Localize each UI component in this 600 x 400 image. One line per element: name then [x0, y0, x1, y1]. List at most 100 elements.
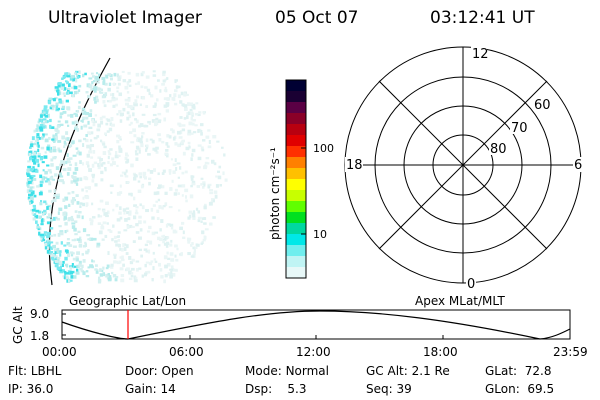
emission-speck — [54, 88, 57, 92]
emission-speck — [48, 181, 52, 186]
emission-speck — [79, 177, 83, 182]
emission-speck — [108, 152, 112, 156]
emission-speck — [107, 273, 110, 276]
emission-speck — [162, 70, 166, 74]
emission-speck — [57, 179, 62, 182]
emission-speck — [77, 150, 80, 153]
emission-speck — [112, 208, 115, 212]
emission-speck — [43, 124, 46, 129]
emission-speck — [78, 101, 81, 104]
emission-speck — [211, 159, 215, 164]
emission-speck — [39, 123, 44, 128]
emission-speck — [213, 190, 218, 194]
emission-speck — [78, 151, 82, 156]
emission-speck — [124, 85, 129, 90]
emission-speck — [177, 130, 181, 135]
emission-speck — [92, 123, 96, 127]
emission-speck — [114, 154, 119, 159]
emission-speck — [129, 272, 134, 275]
emission-speck — [81, 264, 84, 269]
emission-speck — [68, 244, 73, 247]
emission-speck — [28, 198, 31, 202]
emission-speck — [91, 81, 94, 85]
emission-speck — [57, 211, 60, 215]
emission-speck — [44, 114, 48, 118]
emission-speck — [109, 163, 113, 167]
emission-speck — [148, 225, 152, 230]
emission-speck — [57, 91, 60, 96]
emission-speck — [63, 140, 66, 145]
emission-speck — [186, 112, 189, 116]
colorbar-label-10: 10 — [313, 228, 327, 241]
emission-speck — [200, 130, 203, 133]
clock-label-18: 18 — [346, 158, 363, 173]
emission-speck — [81, 215, 84, 220]
emission-speck — [133, 102, 136, 105]
emission-speck — [185, 199, 188, 203]
emission-speck — [64, 263, 68, 267]
emission-speck — [105, 273, 109, 278]
emission-speck — [29, 156, 32, 161]
emission-speck — [92, 216, 96, 219]
altitude-timeline: Geographic Lat/Lon Apex MLat/MLT 9.0 1.8… — [11, 294, 571, 344]
emission-speck — [71, 218, 74, 222]
emission-speck — [139, 141, 143, 144]
emission-speck — [79, 267, 83, 271]
emission-speck — [207, 145, 212, 149]
emission-speck — [43, 200, 47, 204]
emission-speck — [56, 247, 60, 252]
emission-speck — [128, 213, 132, 216]
label-bg-0 — [466, 276, 476, 290]
emission-speck — [200, 242, 204, 245]
emission-speck — [32, 152, 36, 156]
emission-speck — [58, 82, 62, 86]
emission-speck — [55, 241, 59, 245]
emission-speck — [101, 141, 106, 144]
emission-speck — [157, 198, 161, 202]
emission-speck — [164, 264, 168, 269]
emission-speck — [39, 174, 43, 179]
emission-speck — [137, 138, 141, 143]
emission-speck — [115, 103, 118, 107]
emission-speck — [78, 260, 82, 264]
emission-speck — [162, 205, 166, 208]
emission-speck — [150, 207, 154, 212]
emission-speck — [64, 256, 68, 261]
emission-speck — [81, 112, 86, 115]
emission-speck — [67, 167, 72, 171]
emission-speck — [181, 103, 185, 107]
emission-speck — [49, 234, 54, 237]
emission-speck — [107, 73, 112, 76]
emission-speck — [135, 157, 139, 161]
emission-speck — [157, 187, 161, 190]
emission-speck — [191, 153, 194, 157]
emission-speck — [75, 90, 79, 94]
emission-speck — [98, 90, 102, 94]
emission-speck — [85, 270, 89, 273]
emission-speck — [114, 278, 118, 282]
emission-speck — [37, 148, 40, 153]
emission-speck — [202, 186, 205, 189]
emission-speck — [113, 72, 117, 77]
emission-speck — [56, 193, 60, 198]
emission-speck — [53, 98, 56, 102]
emission-speck — [30, 200, 34, 204]
emission-speck — [224, 178, 228, 182]
emission-speck — [174, 254, 177, 258]
emission-speck — [145, 75, 150, 79]
emission-speck — [74, 210, 78, 213]
emission-speck — [144, 263, 147, 268]
emission-speck — [101, 77, 106, 81]
emission-speck — [176, 85, 181, 89]
emission-speck — [60, 231, 64, 236]
emission-speck — [85, 116, 89, 120]
status-seq: Seq: 39 — [366, 382, 412, 396]
emission-speck — [217, 175, 222, 180]
emission-speck — [33, 194, 37, 198]
emission-speck — [172, 170, 176, 174]
emission-speck — [89, 217, 92, 222]
emission-speck — [108, 127, 113, 132]
emission-speck — [57, 84, 61, 88]
emission-speck — [187, 216, 191, 220]
emission-speck — [75, 271, 80, 275]
